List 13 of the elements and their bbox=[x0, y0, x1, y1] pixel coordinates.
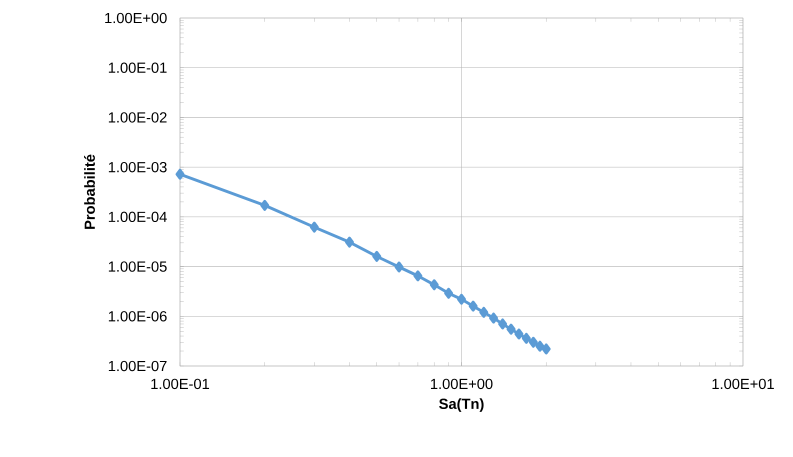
y-tick-label: 1.00E-06 bbox=[108, 311, 167, 322]
y-axis-title: Probabilité bbox=[84, 154, 95, 229]
y-tick-label: 1.00E-03 bbox=[108, 162, 167, 172]
x-tick-label: 1.00E-01 bbox=[151, 378, 210, 390]
x-axis-title: Sa(Tn) bbox=[439, 398, 484, 412]
y-tick-label: 1.00E-05 bbox=[108, 261, 167, 272]
x-tick-label: 1.00E+00 bbox=[431, 378, 493, 390]
y-tick-label: 1.00E+00 bbox=[105, 12, 167, 24]
x-tick-label: 1.00E+01 bbox=[712, 378, 774, 390]
y-tick-label: 1.00E-04 bbox=[108, 212, 167, 222]
y-tick-label: 1.00E-07 bbox=[108, 360, 167, 372]
y-tick-label: 1.00E-01 bbox=[108, 62, 167, 73]
y-tick-label: 1.00E-02 bbox=[108, 112, 167, 123]
